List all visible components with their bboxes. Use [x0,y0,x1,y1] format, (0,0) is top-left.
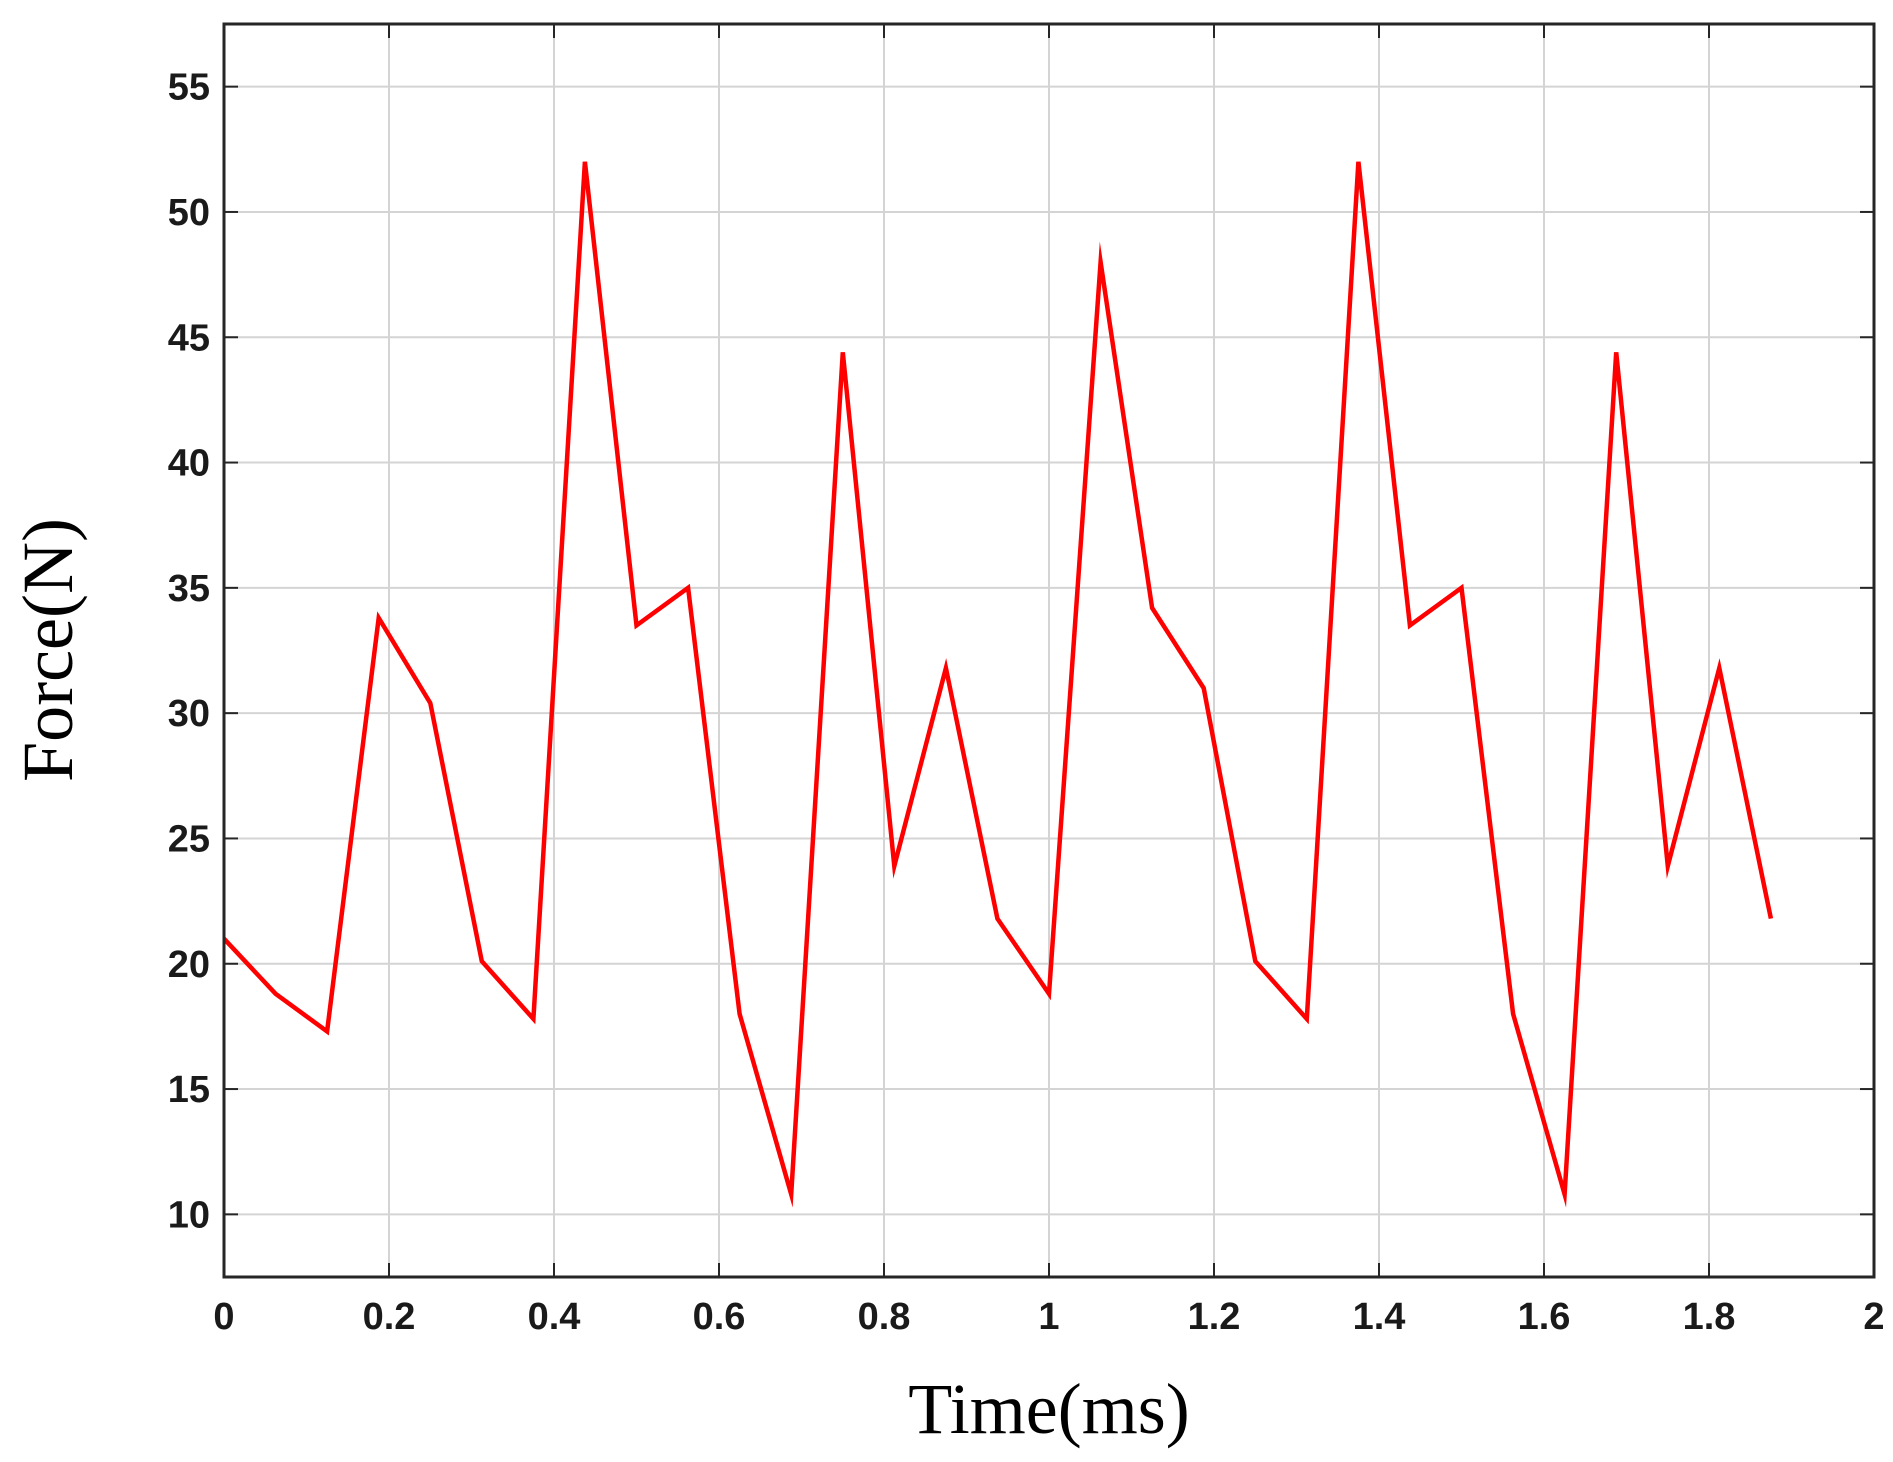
x-tick-label: 2 [1863,1296,1884,1338]
ticks [223,24,1875,1277]
x-tick-label: 1.6 [1518,1296,1571,1338]
series-layer [222,161,1774,1208]
y-axis-title: Force(N) [8,518,88,782]
y-tick-label: 30 [168,693,210,735]
x-tick-label: 1 [1038,1296,1059,1338]
y-tick-label: 50 [168,192,210,234]
x-tick-label: 0.2 [363,1296,416,1338]
y-tick-label: 10 [168,1194,210,1236]
x-tick-label: 1.4 [1353,1296,1406,1338]
y-tick-label: 25 [168,818,210,860]
x-tick-label: 1.2 [1188,1296,1241,1338]
y-tick-label: 45 [168,317,210,359]
x-tick-label: 0.4 [528,1296,581,1338]
y-tick-label: 20 [168,944,210,986]
x-tick-label: 0 [213,1296,234,1338]
y-tick-label: 15 [168,1069,210,1111]
x-tick-label: 1.8 [1683,1296,1736,1338]
y-tick-label: 40 [168,443,210,485]
y-tick-labels: 10 15 20 25 30 35 40 45 50 55 [168,67,210,1237]
x-tick-label: 0.6 [693,1296,746,1338]
y-tick-label: 35 [168,568,210,610]
x-tick-labels: 0 0.2 0.4 0.6 0.8 1 1.2 1.4 1.6 1.8 2 [213,1296,1884,1338]
x-tick-label: 0.8 [858,1296,911,1338]
x-axis-title: Time(ms) [908,1369,1189,1449]
y-tick-label: 55 [168,67,210,109]
